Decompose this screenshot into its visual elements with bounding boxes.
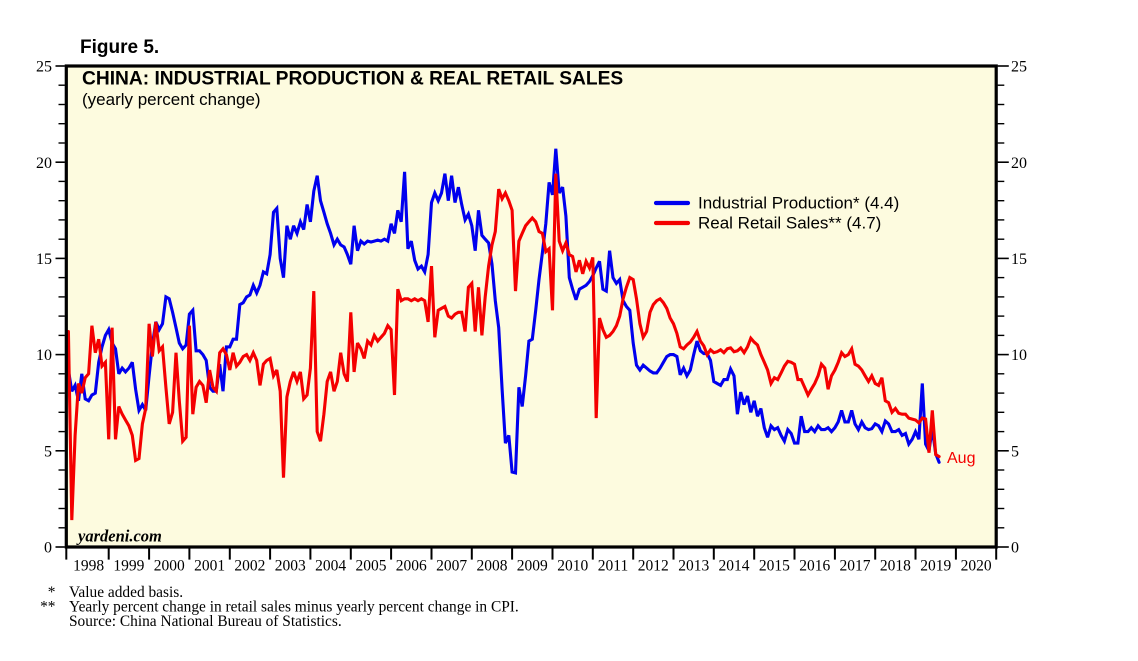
svg-text:2012: 2012	[638, 558, 669, 575]
svg-text:yardeni.com: yardeni.com	[76, 527, 162, 546]
svg-text:2013: 2013	[678, 558, 709, 575]
svg-text:2007: 2007	[436, 558, 467, 575]
svg-text:Figure 5.: Figure 5.	[80, 37, 159, 58]
svg-text:2018: 2018	[880, 558, 911, 575]
svg-text:2008: 2008	[477, 558, 508, 575]
svg-text:2014: 2014	[719, 558, 750, 575]
svg-text:5: 5	[44, 443, 52, 460]
svg-text:2019: 2019	[920, 558, 951, 575]
svg-text:2010: 2010	[557, 558, 588, 575]
svg-text:25: 25	[36, 59, 52, 76]
svg-text:10: 10	[36, 347, 52, 364]
svg-text:Real Retail Sales** (4.7): Real Retail Sales** (4.7)	[698, 214, 881, 233]
svg-text:2002: 2002	[234, 558, 265, 575]
svg-text:2005: 2005	[356, 558, 387, 575]
svg-text:15: 15	[36, 251, 52, 268]
svg-text:2001: 2001	[194, 558, 225, 575]
svg-text:20: 20	[36, 155, 52, 172]
svg-text:5: 5	[1011, 443, 1019, 460]
svg-text:1999: 1999	[113, 558, 144, 575]
svg-text:(yearly percent change): (yearly percent change)	[82, 90, 261, 109]
svg-text:Industrial Production* (4.4): Industrial Production* (4.4)	[698, 194, 899, 213]
svg-text:Yearly percent change in retai: Yearly percent change in retail sales mi…	[69, 599, 519, 616]
svg-text:0: 0	[44, 540, 52, 557]
svg-text:*: *	[48, 584, 56, 601]
svg-text:**: **	[40, 599, 55, 616]
svg-text:20: 20	[1011, 155, 1027, 172]
svg-text:0: 0	[1011, 540, 1019, 557]
svg-text:25: 25	[1011, 59, 1027, 76]
svg-text:CHINA: INDUSTRIAL PRODUCTION &: CHINA: INDUSTRIAL PRODUCTION & REAL RETA…	[82, 69, 623, 90]
svg-text:2015: 2015	[759, 558, 790, 575]
svg-text:2017: 2017	[840, 558, 871, 575]
svg-text:Value added basis.: Value added basis.	[69, 584, 183, 601]
svg-text:15: 15	[1011, 251, 1027, 268]
svg-text:10: 10	[1011, 347, 1027, 364]
svg-text:2020: 2020	[961, 558, 992, 575]
svg-text:Aug: Aug	[947, 450, 975, 467]
svg-text:2004: 2004	[315, 558, 346, 575]
svg-text:2011: 2011	[598, 558, 628, 575]
svg-text:2009: 2009	[517, 558, 548, 575]
svg-text:2006: 2006	[396, 558, 427, 575]
svg-text:2003: 2003	[275, 558, 306, 575]
svg-text:1998: 1998	[73, 558, 104, 575]
svg-text:Source: China National Bureau: Source: China National Bureau of Statist…	[69, 613, 342, 630]
svg-text:2016: 2016	[799, 558, 830, 575]
svg-text:2000: 2000	[154, 558, 185, 575]
